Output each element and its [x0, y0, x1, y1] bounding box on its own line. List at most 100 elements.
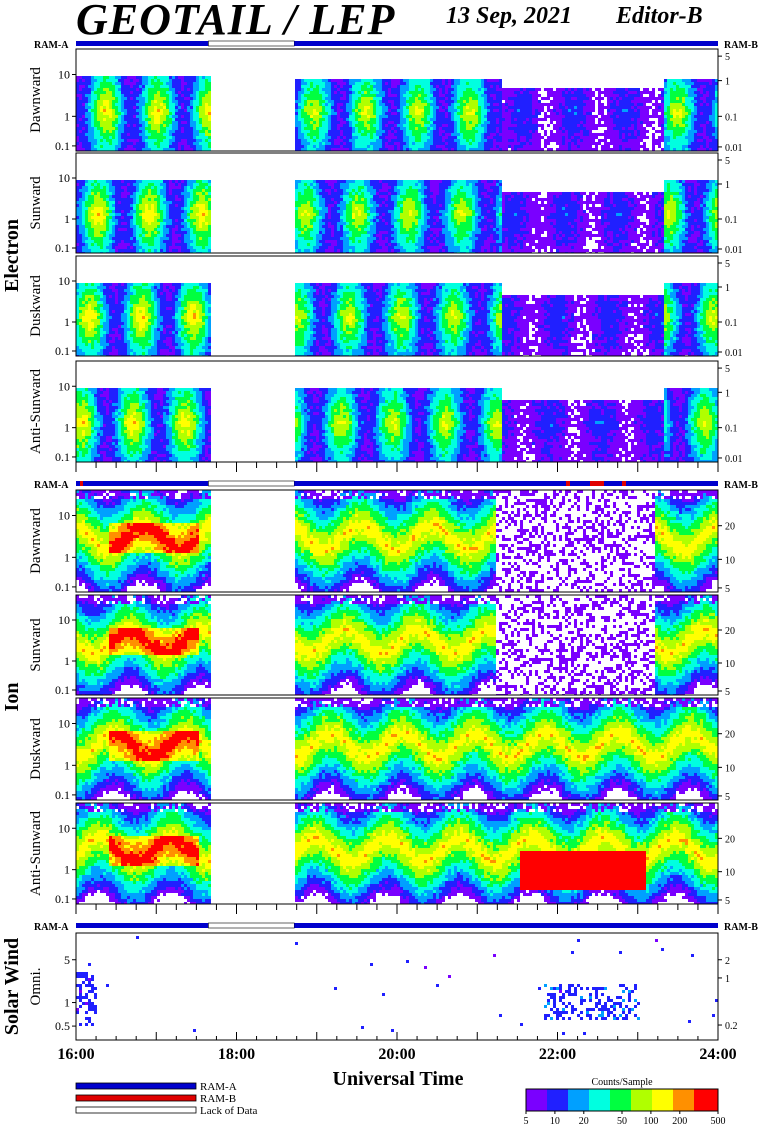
- heatmap-cell: [154, 121, 157, 124]
- heatmap-cell: [103, 82, 106, 85]
- heatmap-cell: [136, 121, 139, 124]
- heatmap-cell: [82, 133, 85, 136]
- heatmap-cell: [178, 139, 181, 142]
- heatmap-cell: [199, 133, 202, 136]
- heatmap-cell: [142, 121, 145, 124]
- heatmap-cell: [196, 94, 199, 97]
- heatmap-cell: [130, 145, 133, 148]
- heatmap-cell: [205, 106, 208, 109]
- heatmap-cell: [88, 109, 91, 112]
- heatmap-cell: [79, 82, 82, 85]
- heatmap-cell: [118, 94, 121, 97]
- heatmap-cell: [148, 139, 151, 142]
- heatmap-cell: [196, 115, 199, 118]
- heatmap-cell: [118, 127, 121, 130]
- heatmap-cell: [157, 133, 160, 136]
- heatmap-cell: [82, 142, 85, 145]
- heatmap-cell: [121, 142, 124, 145]
- heatmap-cell: [118, 124, 121, 127]
- heatmap-cell: [196, 112, 199, 115]
- heatmap-cell: [172, 145, 175, 148]
- heatmap-cell: [115, 139, 118, 142]
- heatmap-cell: [166, 121, 169, 124]
- heatmap-cell: [172, 106, 175, 109]
- heatmap-cell: [190, 121, 193, 124]
- heatmap-cell: [187, 109, 190, 112]
- heatmap-cell: [85, 112, 88, 115]
- heatmap-cell: [79, 103, 82, 106]
- heatmap-cell: [181, 88, 184, 91]
- heatmap-cell: [85, 82, 88, 85]
- heatmap-cell: [121, 94, 124, 97]
- heatmap-cell: [118, 91, 121, 94]
- heatmap-cell: [79, 88, 82, 91]
- heatmap-cell: [160, 139, 163, 142]
- heatmap-cell: [178, 112, 181, 115]
- heatmap-cell: [127, 124, 130, 127]
- heatmap-cell: [166, 109, 169, 112]
- heatmap-cell: [118, 115, 121, 118]
- heatmap-cell: [103, 106, 106, 109]
- heatmap-cell: [193, 133, 196, 136]
- heatmap-cell: [124, 118, 127, 121]
- heatmap-cell: [142, 145, 145, 148]
- heatmap-cell: [163, 76, 166, 79]
- heatmap-cell: [88, 124, 91, 127]
- group-electron: RAM-A RAM-BElectronDawnward 1010.1510.10.0…: [1, 40, 758, 472]
- heatmap-cell: [79, 145, 82, 148]
- heatmap-cell: [199, 145, 202, 148]
- heatmap-cell: [91, 76, 94, 79]
- heatmap-cell: [205, 139, 208, 142]
- heatmap-cell: [205, 97, 208, 100]
- heatmap-cell: [160, 94, 163, 97]
- heatmap-cell: [154, 124, 157, 127]
- heatmap-cell: [109, 112, 112, 115]
- heatmap-cell: [178, 133, 181, 136]
- heatmap-cell: [115, 94, 118, 97]
- heatmap-cell: [124, 85, 127, 88]
- heatmap-cell: [94, 136, 97, 139]
- heatmap-cell: [133, 100, 136, 103]
- heatmap-cell: [100, 127, 103, 130]
- heatmap-cell: [121, 127, 124, 130]
- heatmap-cell: [163, 97, 166, 100]
- heatmap-cell: [124, 94, 127, 97]
- heatmap-cell: [106, 124, 109, 127]
- heatmap-cell: [97, 85, 100, 88]
- heatmap-cell: [169, 82, 172, 85]
- heatmap-cell: [208, 76, 211, 79]
- heatmap-cell: [82, 91, 85, 94]
- heatmap-cell: [118, 118, 121, 121]
- heatmap-cell: [202, 130, 205, 133]
- ram-b-label: RAM-B: [724, 40, 758, 51]
- heatmap-cell: [178, 124, 181, 127]
- heatmap-cell: [193, 124, 196, 127]
- heatmap-cell: [118, 76, 121, 79]
- heatmap-cell: [169, 136, 172, 139]
- heatmap-cell: [193, 112, 196, 115]
- heatmap-cell: [109, 82, 112, 85]
- heatmap-cell: [85, 103, 88, 106]
- heatmap-cell: [127, 136, 130, 139]
- heatmap-cell: [151, 109, 154, 112]
- heatmap-cell: [85, 88, 88, 91]
- heatmap-cell: [88, 76, 91, 79]
- chart-area: RAM-A RAM-BElectronDawnward 1010.1510.10.0…: [0, 0, 762, 1128]
- heatmap-cell: [205, 130, 208, 133]
- heatmap-cell: [139, 127, 142, 130]
- heatmap-cell: [106, 100, 109, 103]
- heatmap-cell: [196, 145, 199, 148]
- heatmap-cell: [79, 112, 82, 115]
- heatmap-cell: [142, 133, 145, 136]
- heatmap-cell: [178, 130, 181, 133]
- heatmap-cell: [163, 112, 166, 115]
- heatmap-cell: [157, 130, 160, 133]
- heatmap-cell: [145, 118, 148, 121]
- heatmap-cell: [196, 106, 199, 109]
- heatmap-cell: [82, 112, 85, 115]
- heatmap-cell: [190, 97, 193, 100]
- heatmap-cell: [199, 109, 202, 112]
- heatmap-cell: [94, 79, 97, 82]
- heatmap-cell: [136, 88, 139, 91]
- heatmap-cell: [124, 106, 127, 109]
